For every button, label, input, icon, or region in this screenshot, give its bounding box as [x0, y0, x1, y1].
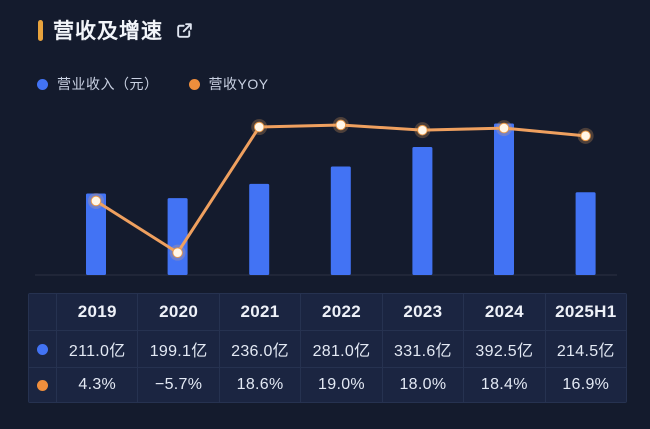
data-table: 2019 2020 2021 2022 2023 2024 2025H1 211.0亿 199.… — [28, 293, 627, 403]
table-header-2025H1: 2025H1 — [545, 294, 626, 330]
table-cell-yoy-2019: 4.3% — [57, 368, 138, 402]
line-point-2021 — [253, 121, 265, 133]
revenue-growth-chart — [0, 98, 650, 278]
bar-2020 — [167, 198, 188, 275]
table-cell-yoy-2024: 18.4% — [464, 368, 545, 402]
chart-canvas — [35, 116, 617, 276]
table-header-2021: 2021 — [219, 294, 301, 330]
table-cell-revenue-2019: 211.0亿 — [57, 331, 138, 367]
line-point-2020 — [172, 247, 183, 258]
bar-2025H1 — [575, 192, 596, 275]
bar-2021 — [249, 183, 270, 275]
row-dot-cell-yoy — [29, 368, 56, 402]
external-link-icon[interactable] — [175, 21, 194, 40]
line-point-2023 — [417, 124, 428, 136]
table-cell-revenue-2020: 199.1亿 — [138, 331, 219, 367]
row-dot-cell-revenue — [29, 331, 56, 367]
page-title: 营收及增速 — [53, 20, 163, 43]
bar-2022 — [330, 166, 351, 275]
bars-group — [86, 123, 596, 276]
table-cell-yoy-2022: 19.0% — [301, 368, 382, 402]
line-point-2025H1 — [580, 130, 591, 142]
table-cell-revenue-2023: 331.6亿 — [382, 331, 464, 367]
chart-legend: 营业收入（元） 营收YOY — [37, 74, 269, 94]
table-header-2019: 2019 — [57, 294, 138, 330]
revenue-dot-icon — [37, 343, 48, 355]
table-cell-revenue-2024: 392.5亿 — [464, 331, 545, 367]
legend-label-revenue: 营业收入（元） — [57, 76, 159, 92]
title-accent-bar — [38, 19, 43, 41]
table-cell-revenue-2025H1: 214.5亿 — [545, 331, 626, 367]
table-header-2023: 2023 — [382, 294, 464, 330]
revenue-dot-icon — [37, 78, 48, 90]
bar-2019 — [86, 193, 106, 275]
yoy-dot-icon — [37, 379, 48, 391]
table-header-2022: 2022 — [301, 294, 382, 330]
legend-item-revenue[interactable]: 营业收入（元） — [37, 74, 159, 94]
legend-item-yoy[interactable]: 营收YOY — [188, 74, 269, 94]
table-cell-yoy-2020: −5.7% — [138, 368, 219, 402]
line-group — [88, 116, 594, 261]
table-cell-revenue-2021: 236.0亿 — [219, 331, 301, 367]
card-header: 营收及增速 — [38, 15, 194, 45]
legend-label-yoy: 营收YOY — [208, 76, 269, 92]
table-corner-cell — [29, 294, 56, 330]
table-cell-yoy-2025H1: 16.9% — [545, 368, 626, 402]
line-point-2024 — [498, 122, 510, 134]
table-cell-revenue-2022: 281.0亿 — [301, 331, 382, 367]
bar-2024 — [494, 123, 514, 276]
table-cell-yoy-2021: 18.6% — [219, 368, 301, 402]
bar-2023 — [412, 147, 433, 275]
line-point-2022 — [335, 119, 347, 131]
table-cell-yoy-2023: 18.0% — [382, 368, 464, 402]
table-header-2020: 2020 — [138, 294, 219, 330]
yoy-dot-icon — [188, 78, 200, 90]
line-point-2019 — [90, 195, 102, 207]
table-header-2024: 2024 — [464, 294, 545, 330]
